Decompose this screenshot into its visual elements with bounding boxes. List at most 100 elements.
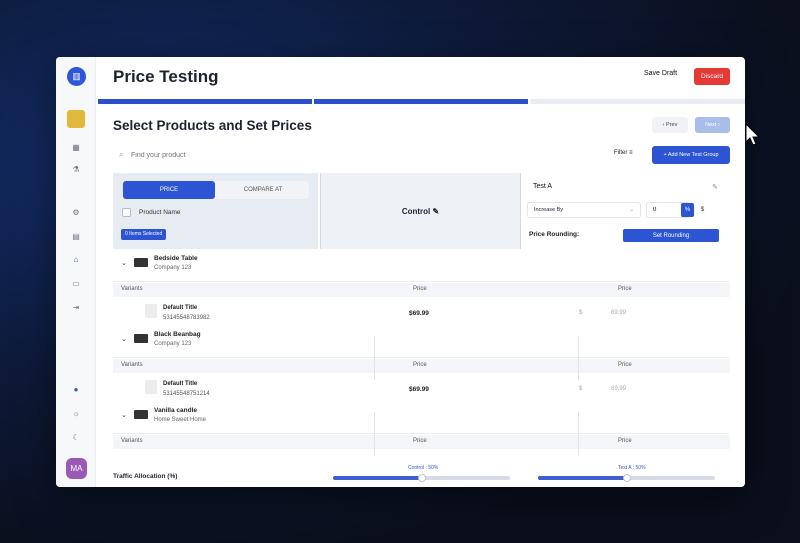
- variants-column-header: Variants: [121, 438, 143, 444]
- section-heading: Select Products and Set Prices: [113, 118, 312, 133]
- control-price-header: Price: [413, 286, 427, 292]
- control-price-header: Price: [413, 438, 427, 444]
- test-group-name[interactable]: Test A: [533, 183, 553, 190]
- dashboard-icon[interactable]: ▦: [72, 143, 80, 152]
- store-icon[interactable]: [67, 110, 85, 128]
- control-panel-header: Control ✎: [320, 173, 521, 249]
- mouse-cursor-icon: [745, 123, 761, 146]
- column-divider: [578, 412, 579, 456]
- test-allocation-slider[interactable]: [538, 474, 715, 482]
- product-header[interactable]: ⌄ Black Beanbag Company 123: [113, 326, 730, 358]
- product-header[interactable]: ⌄ Vanilla candle Home Sweet Home: [113, 402, 730, 434]
- adjust-value-input[interactable]: [646, 202, 690, 218]
- variant-thumbnail: [145, 380, 157, 394]
- shop-icon[interactable]: ⌂: [73, 255, 79, 264]
- product-group: ⌄ Black Beanbag Company 123 Variants Pri…: [113, 326, 730, 406]
- test-panel-header: Test A ✎ Increase By ⌄ % $ Price Rounding…: [523, 173, 730, 249]
- variant-title: Default Title: [163, 381, 198, 387]
- product-group: ⌄ Vanilla candle Home Sweet Home Variant…: [113, 402, 730, 464]
- product-title: Bedside Table: [154, 255, 198, 262]
- flask-icon[interactable]: ⚗: [72, 165, 80, 174]
- control-allocation-slider[interactable]: [333, 474, 510, 482]
- price-tabs: PRICE COMPARE AT: [123, 181, 309, 199]
- control-label: Control ✎: [321, 207, 520, 216]
- filter-label: Filter: [614, 150, 628, 156]
- save-draft-button[interactable]: Save Draft: [644, 70, 678, 77]
- notification-icon[interactable]: ●: [73, 385, 79, 394]
- column-divider: [374, 412, 375, 456]
- chevron-down-icon[interactable]: ⌄: [121, 412, 127, 419]
- step-1-bar: [98, 99, 312, 104]
- filter-icon: ≡: [629, 150, 633, 156]
- progress-steps: [98, 99, 745, 104]
- edit-icon[interactable]: ✎: [712, 184, 718, 191]
- logout-icon[interactable]: ⇥: [72, 303, 80, 312]
- discard-button[interactable]: Discard: [694, 68, 730, 85]
- clipboard-icon[interactable]: ▤: [72, 232, 80, 241]
- select-all-checkbox[interactable]: [122, 208, 131, 217]
- percent-toggle[interactable]: %: [681, 203, 694, 217]
- variant-id: 53145548751214: [163, 391, 210, 397]
- app-window: ▥ ▦ ⚗ ⚙ ▤ ⌂ ▭ ⇥ ● ☼ ☾ MA Price Testing S…: [56, 57, 745, 487]
- test-price-input[interactable]: 69.99: [611, 386, 627, 392]
- search-input[interactable]: [131, 148, 431, 162]
- traffic-allocation-label: Traffic Allocation (%): [113, 473, 178, 480]
- test-allocation-fill: [538, 476, 627, 480]
- variants-column-header: Variants: [121, 286, 143, 292]
- test-price-header: Price: [618, 362, 632, 368]
- set-rounding-button[interactable]: Set Rounding: [623, 229, 719, 242]
- chevron-down-icon[interactable]: ⌄: [121, 336, 127, 343]
- avatar[interactable]: MA: [66, 458, 87, 479]
- search-row: ⌕ Filter ≡ + Add New Test Group: [113, 146, 730, 164]
- moon-icon[interactable]: ☾: [72, 433, 80, 442]
- selected-count-badge: 0 Items Selected: [121, 229, 167, 240]
- edit-icon[interactable]: ✎: [432, 207, 440, 216]
- test-price-header: Price: [618, 286, 632, 292]
- search-icon: ⌕: [119, 150, 124, 159]
- control-price-header: Price: [413, 362, 427, 368]
- variant-id: 53145548783982: [163, 315, 210, 321]
- pricing-grid: PRICE COMPARE AT Product Name 0 Items Se…: [113, 173, 730, 487]
- card-icon[interactable]: ▭: [72, 279, 80, 288]
- traffic-allocation: Traffic Allocation (%) Control : 50% Tes…: [113, 465, 730, 487]
- product-vendor: Company 123: [154, 265, 192, 271]
- test-price-currency: $: [579, 386, 583, 392]
- filter-button[interactable]: Filter ≡: [614, 150, 633, 156]
- control-allocation-label: Control : 50%: [408, 465, 439, 471]
- test-price-currency: $: [579, 310, 583, 316]
- next-button[interactable]: Next ›: [695, 117, 730, 133]
- add-test-group-button[interactable]: + Add New Test Group: [652, 146, 730, 164]
- test-price-input[interactable]: 69.99: [611, 310, 627, 316]
- variants-header-row: Variants Price Price: [113, 359, 730, 373]
- product-thumbnail: [134, 258, 148, 267]
- test-allocation-handle[interactable]: [622, 474, 631, 482]
- app-logo-icon[interactable]: ▥: [67, 67, 86, 86]
- chevron-down-icon[interactable]: ⌄: [121, 260, 127, 267]
- product-panel-header: PRICE COMPARE AT Product Name 0 Items Se…: [113, 173, 318, 249]
- control-allocation-fill: [333, 476, 422, 480]
- variant-thumbnail: [145, 304, 157, 318]
- product-thumbnail: [134, 334, 148, 343]
- column-divider: [578, 336, 579, 380]
- price-rounding-label: Price Rounding:: [529, 231, 580, 238]
- variant-row: Default Title 53145548783982 $69.99 $ 69…: [113, 298, 730, 330]
- product-title: Vanilla candle: [154, 407, 197, 414]
- dollar-toggle[interactable]: $: [696, 203, 709, 217]
- adjust-mode-select[interactable]: Increase By ⌄: [527, 202, 641, 218]
- variants-header-row: Variants Price Price: [113, 283, 730, 297]
- chevron-down-icon: ⌄: [629, 207, 634, 213]
- product-thumbnail: [134, 410, 148, 419]
- prev-button[interactable]: ‹ Prev: [652, 117, 688, 133]
- test-price-header: Price: [618, 438, 632, 444]
- product-header[interactable]: ⌄ Bedside Table Company 123: [113, 250, 730, 282]
- column-divider: [374, 336, 375, 380]
- tab-compare-at[interactable]: COMPARE AT: [217, 181, 309, 199]
- control-allocation-handle[interactable]: [417, 474, 426, 482]
- sun-icon[interactable]: ☼: [72, 409, 80, 418]
- control-price: $69.99: [409, 310, 429, 317]
- step-3-bar: [530, 99, 745, 104]
- tab-price[interactable]: PRICE: [123, 181, 215, 199]
- variant-title: Default Title: [163, 305, 198, 311]
- settings-icon[interactable]: ⚙: [72, 208, 80, 217]
- test-allocation-label: Test A : 50%: [618, 465, 646, 471]
